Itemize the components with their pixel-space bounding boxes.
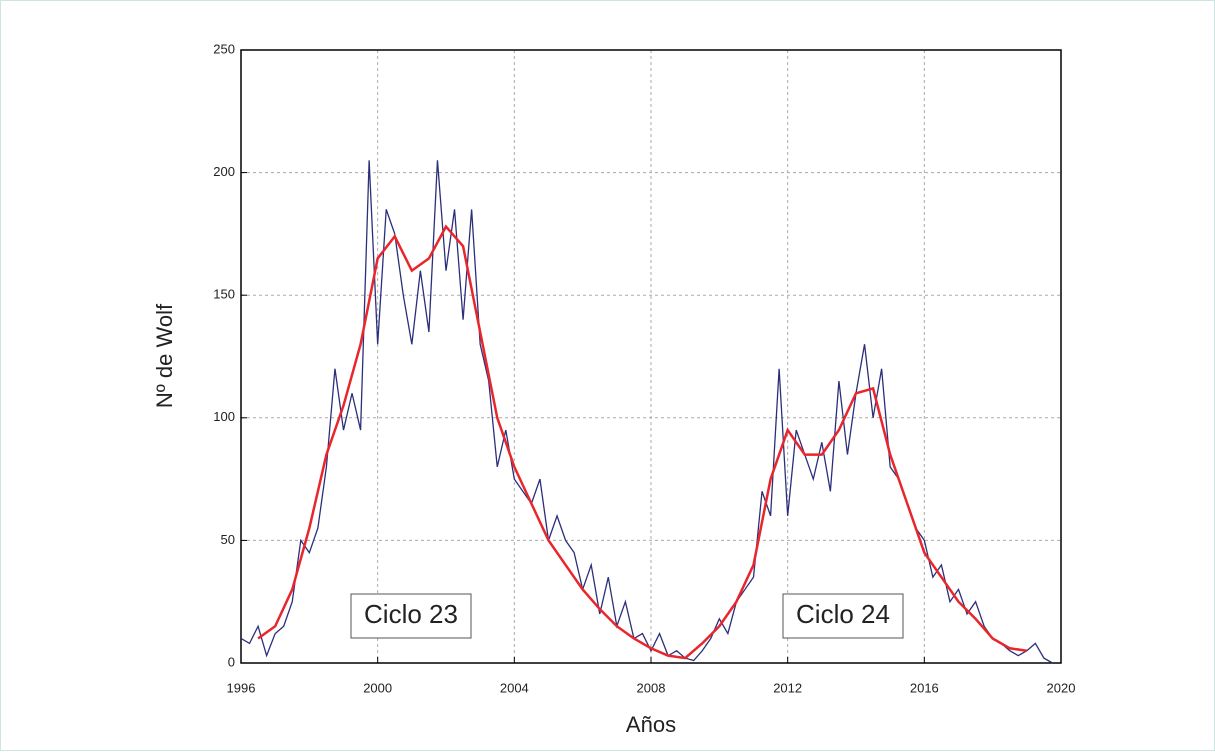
x-tick-label: 2008 bbox=[637, 680, 666, 695]
annotation-box bbox=[782, 593, 904, 639]
x-tick-label: 2020 bbox=[1047, 680, 1076, 695]
x-tick-label: 2016 bbox=[910, 680, 939, 695]
annotation: Ciclo 23 bbox=[364, 599, 458, 629]
y-tick-label: 150 bbox=[213, 287, 235, 302]
y-tick-label: 100 bbox=[213, 409, 235, 424]
y-tick-label: 50 bbox=[221, 532, 235, 547]
y-tick-label: 0 bbox=[228, 654, 235, 669]
y-tick-label: 200 bbox=[213, 164, 235, 179]
annotation: Ciclo 24 bbox=[796, 599, 890, 629]
x-tick-label: 2000 bbox=[363, 680, 392, 695]
series-line bbox=[240, 160, 1053, 664]
annotation-box bbox=[350, 593, 472, 639]
x-tick-label: 2004 bbox=[500, 680, 529, 695]
x-axis-label: Años bbox=[626, 712, 676, 737]
y-tick-label: 250 bbox=[213, 41, 235, 56]
plot-frame bbox=[240, 49, 1062, 664]
x-tick-label: 2012 bbox=[773, 680, 802, 695]
series-line bbox=[257, 224, 1028, 660]
x-tick-label: 1996 bbox=[227, 680, 256, 695]
y-axis-label: Nº de Wolf bbox=[152, 303, 177, 408]
